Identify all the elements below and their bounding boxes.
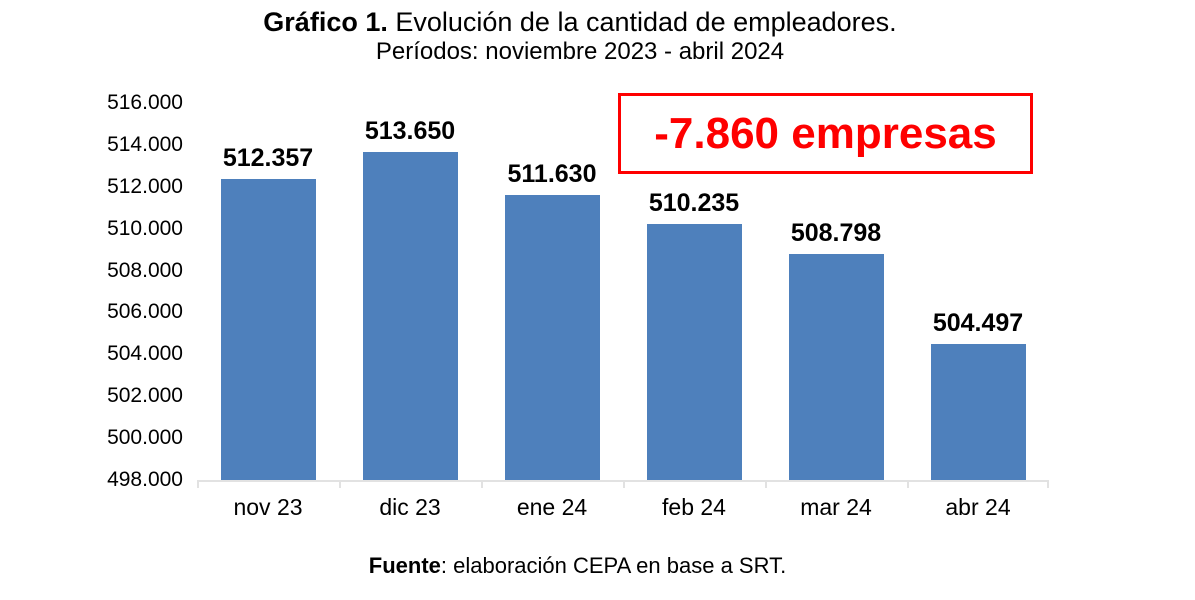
x-axis-category-label: mar 24 bbox=[800, 494, 872, 520]
x-axis-category-label: abr 24 bbox=[945, 494, 1011, 520]
y-axis-tick-label: 502.000 bbox=[107, 384, 183, 408]
plot-area: 512.357 nov 23 513.650 dic 23 511.630 ene 24 5… bbox=[197, 103, 1049, 520]
x-axis-tick bbox=[765, 480, 767, 488]
bar-feb-24 bbox=[646, 224, 742, 480]
x-axis-tick bbox=[481, 480, 483, 488]
bar-value-label: 508.798 bbox=[790, 219, 882, 247]
x-axis-tick bbox=[907, 480, 909, 488]
source-note-text: : elaboración CEPA en base a SRT. bbox=[440, 553, 787, 578]
bar-value-label: 510.235 bbox=[648, 189, 740, 217]
x-axis-tick bbox=[623, 480, 625, 488]
y-axis-tick-label: 512.000 bbox=[107, 174, 183, 198]
x-axis-category-label: ene 24 bbox=[516, 494, 588, 520]
y-axis-tick-label: 508.000 bbox=[107, 258, 183, 282]
bar-dic-23 bbox=[362, 152, 458, 480]
y-axis-tick-label: 516.000 bbox=[107, 91, 183, 114]
y-axis-tick-label: 506.000 bbox=[107, 300, 183, 324]
y-axis-tick-label: 500.000 bbox=[107, 426, 183, 450]
x-axis-category-label: nov 23 bbox=[233, 494, 303, 520]
source-note: Fuente: elaboración CEPA en base a SRT. bbox=[0, 553, 1155, 579]
y-axis-tick-label: 498.000 bbox=[107, 468, 183, 491]
x-axis-category-label: dic 23 bbox=[379, 494, 441, 520]
x-axis-category-label: feb 24 bbox=[662, 494, 726, 520]
bar-abr-24 bbox=[930, 344, 1026, 480]
bar-value-label: 504.497 bbox=[932, 309, 1024, 337]
bar-value-label: 513.650 bbox=[364, 117, 456, 145]
chart-title: Gráfico 1. Evolución de la cantidad de e… bbox=[0, 7, 1160, 38]
chart-subtitle: Períodos: noviembre 2023 - abril 2024 bbox=[375, 38, 785, 65]
annotation-text: -7.860 empresas bbox=[654, 108, 997, 158]
bar-value-label: 512.357 bbox=[222, 144, 314, 172]
bar-ene-24 bbox=[504, 195, 600, 480]
bar-value-label: 511.630 bbox=[507, 160, 597, 188]
y-axis-tick-label: 514.000 bbox=[107, 132, 183, 156]
chart-title-prefix: Gráfico 1. bbox=[263, 7, 388, 37]
chart-title-text: Evolución de la cantidad de empleadores. bbox=[387, 7, 897, 37]
source-note-prefix: Fuente bbox=[368, 553, 441, 578]
x-axis-tick bbox=[197, 480, 199, 488]
bar-mar-24 bbox=[788, 254, 884, 480]
x-axis-tick bbox=[339, 480, 341, 488]
y-axis-tick-label: 504.000 bbox=[107, 342, 183, 366]
x-axis-tick bbox=[1047, 480, 1049, 488]
bar-nov-23 bbox=[220, 179, 316, 480]
y-axis: 516.000 514.000 512.000 510.000 508.000 506.0… bbox=[0, 0, 183, 600]
y-axis-tick-label: 510.000 bbox=[107, 216, 183, 240]
annotation-box: -7.860 empresas bbox=[618, 93, 1033, 174]
